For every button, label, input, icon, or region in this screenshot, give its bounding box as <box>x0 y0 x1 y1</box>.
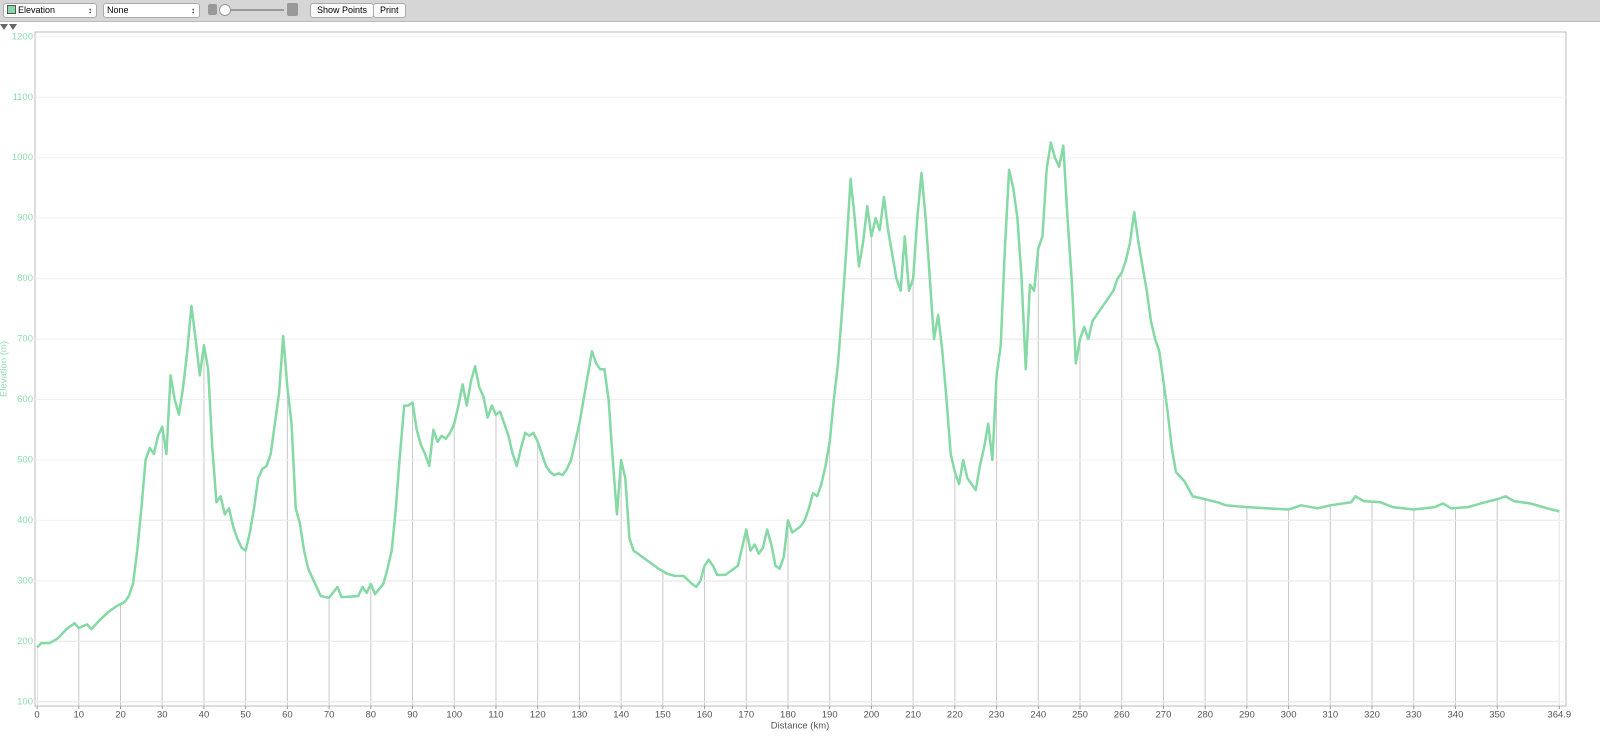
x-tick-label: 50 <box>240 710 251 721</box>
x-tick-label: 110 <box>488 710 503 721</box>
y-tick-label: 800 <box>17 273 33 284</box>
x-tick-label: 330 <box>1406 710 1422 721</box>
x-tick-label: 210 <box>905 710 921 721</box>
x-tick-label: 340 <box>1448 710 1464 721</box>
x-tick-label: 160 <box>697 710 713 721</box>
x-tick-label: 270 <box>1156 710 1172 721</box>
x-tick-label: 60 <box>282 710 293 721</box>
x-tick-label: 90 <box>407 710 418 721</box>
x-tick-label: 140 <box>613 710 629 721</box>
show-points-button[interactable]: Show Points <box>310 3 375 18</box>
y-tick-label: 400 <box>17 515 33 526</box>
x-tick-label: 200 <box>863 710 879 721</box>
x-tick-label: 40 <box>199 710 210 721</box>
y-tick-label: 300 <box>17 575 33 586</box>
x-tick-label: 260 <box>1114 710 1130 721</box>
y-tick-label: 1100 <box>13 92 33 103</box>
x-tick-label: 20 <box>115 710 126 721</box>
zoom-in-icon[interactable] <box>287 3 298 16</box>
x-tick-label: 70 <box>324 710 335 721</box>
y-tick-label: 1000 <box>12 152 33 163</box>
zoom-out-icon[interactable] <box>208 4 217 15</box>
x-tick-label: 130 <box>571 710 587 721</box>
x-tick-label: 10 <box>74 710 85 721</box>
y-tick-label: 700 <box>17 334 33 345</box>
overlay-select[interactable]: None <box>103 3 200 18</box>
x-tick-label: 290 <box>1239 710 1255 721</box>
toolbar: Elevation None Show Points Print <box>0 0 1600 22</box>
x-tick-label: 250 <box>1072 710 1088 721</box>
series-name: Elevation <box>18 5 56 15</box>
slider-track <box>222 9 284 11</box>
x-tick-label: 364.9 <box>1547 710 1571 721</box>
x-tick-label: 150 <box>655 710 671 721</box>
under-curve-grid <box>37 142 1560 706</box>
swatch <box>7 5 16 14</box>
y-axis-title: Elevation (m) <box>0 341 10 397</box>
elevation-line <box>36 141 1560 649</box>
y-tick-label: 600 <box>17 394 33 405</box>
x-tick-label: 190 <box>822 710 838 721</box>
series-select[interactable]: Elevation <box>3 3 97 18</box>
x-tick-label: 230 <box>989 710 1005 721</box>
print-button[interactable]: Print <box>373 3 406 18</box>
plot-frame <box>34 31 1567 707</box>
x-axis-title: Distance (km) <box>771 721 830 732</box>
x-tick-label: 120 <box>530 710 546 721</box>
x-tick-label: 300 <box>1281 710 1297 721</box>
x-tick-label: 30 <box>157 710 168 721</box>
overlay-name: None <box>107 5 129 15</box>
y-tick-label: 100 <box>17 696 33 707</box>
x-tick-label: 0 <box>34 710 39 721</box>
y-tick-label: 500 <box>17 454 33 465</box>
x-tick-label: 180 <box>780 710 796 721</box>
collapse-icons[interactable] <box>0 24 17 30</box>
x-tick-label: 80 <box>366 710 377 721</box>
y-tick-label: 1200 <box>12 31 33 42</box>
x-tick-label: 280 <box>1197 710 1213 721</box>
x-tick-label: 240 <box>1030 710 1046 721</box>
x-tick-label: 220 <box>947 710 963 721</box>
x-tick-label: 350 <box>1489 710 1505 721</box>
x-tick-label: 100 <box>446 710 462 721</box>
y-tick-label: 900 <box>17 213 33 224</box>
slider-thumb[interactable] <box>219 4 231 16</box>
x-tick-label: 170 <box>738 710 754 721</box>
y-tick-label: 200 <box>17 636 33 647</box>
x-tick-label: 320 <box>1364 710 1380 721</box>
x-tick-label: 310 <box>1322 710 1338 721</box>
